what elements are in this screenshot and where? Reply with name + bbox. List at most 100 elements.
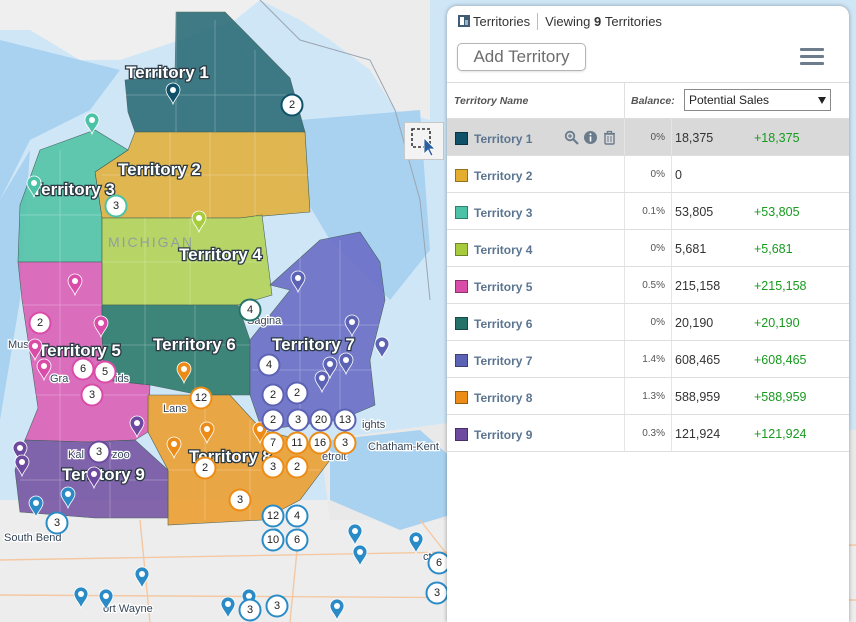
- map-pin-icon[interactable]: [166, 436, 182, 460]
- cluster-marker[interactable]: 2: [261, 383, 285, 407]
- cluster-marker[interactable]: 10: [261, 528, 285, 552]
- territory-name[interactable]: Territory 4: [474, 243, 533, 257]
- map-pin-icon[interactable]: [12, 440, 28, 464]
- color-swatch[interactable]: [455, 317, 468, 330]
- cluster-marker[interactable]: 5: [93, 360, 117, 384]
- map-pin-icon[interactable]: [199, 421, 215, 445]
- cluster-marker[interactable]: 3: [80, 383, 104, 407]
- map-pin-icon[interactable]: [290, 270, 306, 294]
- cluster-marker[interactable]: 3: [286, 408, 310, 432]
- territory-name[interactable]: Territory 9: [474, 428, 533, 442]
- cluster-marker[interactable]: 12: [261, 504, 285, 528]
- cluster-marker[interactable]: 4: [285, 504, 309, 528]
- map-pin-icon[interactable]: [134, 566, 150, 590]
- map-pin-icon[interactable]: [322, 356, 338, 380]
- cluster-marker[interactable]: 2: [285, 381, 309, 405]
- cluster-marker[interactable]: 3: [104, 194, 128, 218]
- territory-name[interactable]: Territory 5: [474, 280, 533, 294]
- cluster-marker[interactable]: 3: [45, 511, 69, 535]
- map-pin-icon[interactable]: [86, 466, 102, 490]
- color-swatch[interactable]: [455, 280, 468, 293]
- map-pin-icon[interactable]: [36, 358, 52, 382]
- cluster-marker[interactable]: 4: [257, 353, 281, 377]
- map-pin-icon[interactable]: [314, 370, 330, 394]
- map-pin-icon[interactable]: [176, 361, 192, 385]
- cluster-marker[interactable]: 3: [333, 431, 357, 455]
- balance-select[interactable]: Potential Sales: [684, 89, 831, 111]
- territory-name[interactable]: Territory 6: [474, 317, 533, 331]
- territory-row[interactable]: Territory 1 0% 18,375 +18,375: [447, 119, 849, 156]
- territory-row[interactable]: Territory 5 0.5% 215,158 +215,158: [447, 267, 849, 304]
- map-pin-icon[interactable]: [28, 495, 44, 519]
- map-pin-icon[interactable]: [338, 352, 354, 376]
- map-pin-icon[interactable]: [374, 336, 390, 360]
- cluster-marker[interactable]: 4: [238, 298, 262, 322]
- cluster-marker[interactable]: 3: [228, 488, 252, 512]
- cluster-marker[interactable]: 2: [28, 311, 52, 335]
- map-pin-icon[interactable]: [352, 544, 368, 568]
- map-pin-icon[interactable]: [93, 315, 109, 339]
- cluster-marker[interactable]: 3: [425, 581, 449, 605]
- map-pin-icon[interactable]: [84, 112, 100, 136]
- cluster-marker[interactable]: 2: [193, 456, 217, 480]
- cluster-marker[interactable]: 3: [238, 598, 262, 622]
- cluster-marker[interactable]: 3: [265, 594, 289, 618]
- info-icon[interactable]: [583, 130, 598, 145]
- color-swatch[interactable]: [455, 354, 468, 367]
- cluster-marker[interactable]: 2: [285, 455, 309, 479]
- cluster-marker[interactable]: 11: [285, 431, 309, 455]
- territory-row[interactable]: Territory 8 1.3% 588,959 +588,959: [447, 378, 849, 415]
- territory-name[interactable]: Territory 2: [474, 169, 533, 183]
- territory-name[interactable]: Territory 7: [474, 354, 533, 368]
- add-territory-button[interactable]: Add Territory: [457, 43, 586, 71]
- map-pin-icon[interactable]: [220, 596, 236, 620]
- cluster-marker[interactable]: 20: [309, 408, 333, 432]
- map-pin-icon[interactable]: [73, 586, 89, 610]
- color-swatch[interactable]: [455, 243, 468, 256]
- territory-name[interactable]: Territory 8: [474, 391, 533, 405]
- map-pin-icon[interactable]: [26, 175, 42, 199]
- territory-row[interactable]: Territory 3 0.1% 53,805 +53,805: [447, 193, 849, 230]
- cluster-marker[interactable]: 2: [261, 408, 285, 432]
- map-pin-icon[interactable]: [98, 588, 114, 612]
- trash-icon[interactable]: [602, 130, 617, 145]
- color-swatch[interactable]: [455, 169, 468, 182]
- cluster-marker[interactable]: 16: [308, 431, 332, 455]
- zoom-icon[interactable]: [564, 130, 579, 145]
- map-pin-icon[interactable]: [344, 314, 360, 338]
- territory-name[interactable]: Territory 1: [474, 132, 533, 146]
- color-swatch[interactable]: [455, 206, 468, 219]
- cluster-marker[interactable]: 3: [261, 455, 285, 479]
- territory-row[interactable]: Territory 2 0% 0: [447, 156, 849, 193]
- territory-row[interactable]: Territory 6 0% 20,190 +20,190: [447, 304, 849, 341]
- map-pin-icon[interactable]: [67, 273, 83, 297]
- territory-row[interactable]: Territory 9 0.3% 121,924 +121,924: [447, 415, 849, 452]
- color-swatch[interactable]: [455, 132, 468, 145]
- lasso-select-tool[interactable]: [404, 122, 444, 160]
- map-pin-icon[interactable]: [347, 523, 363, 547]
- map-pin-icon[interactable]: [60, 486, 76, 510]
- cluster-marker[interactable]: 6: [71, 357, 95, 381]
- map-pin-icon[interactable]: [408, 531, 424, 555]
- map-pin-icon[interactable]: [27, 338, 43, 362]
- col-balance: Balance:: [631, 95, 675, 107]
- territory-row[interactable]: Territory 7 1.4% 608,465 +608,465: [447, 341, 849, 378]
- map-pin-icon[interactable]: [165, 82, 181, 106]
- cluster-marker[interactable]: 2: [280, 93, 304, 117]
- cluster-marker[interactable]: 12: [189, 386, 213, 410]
- map-pin-icon[interactable]: [329, 598, 345, 622]
- hamburger-menu-icon[interactable]: [800, 48, 824, 67]
- color-swatch[interactable]: [455, 428, 468, 441]
- cluster-marker[interactable]: 3: [87, 440, 111, 464]
- territory-name[interactable]: Territory 3: [474, 206, 533, 220]
- cluster-marker[interactable]: 7: [261, 431, 285, 455]
- cluster-marker[interactable]: 13: [333, 408, 357, 432]
- map-pin-icon[interactable]: [129, 415, 145, 439]
- balance-change: +5,681: [754, 242, 793, 256]
- map-pin-icon[interactable]: [14, 454, 30, 478]
- color-swatch[interactable]: [455, 391, 468, 404]
- territory-row[interactable]: Territory 4 0% 5,681 +5,681: [447, 230, 849, 267]
- map-pin-icon[interactable]: [252, 421, 268, 445]
- map-pin-icon[interactable]: [191, 210, 207, 234]
- cluster-marker[interactable]: 6: [285, 528, 309, 552]
